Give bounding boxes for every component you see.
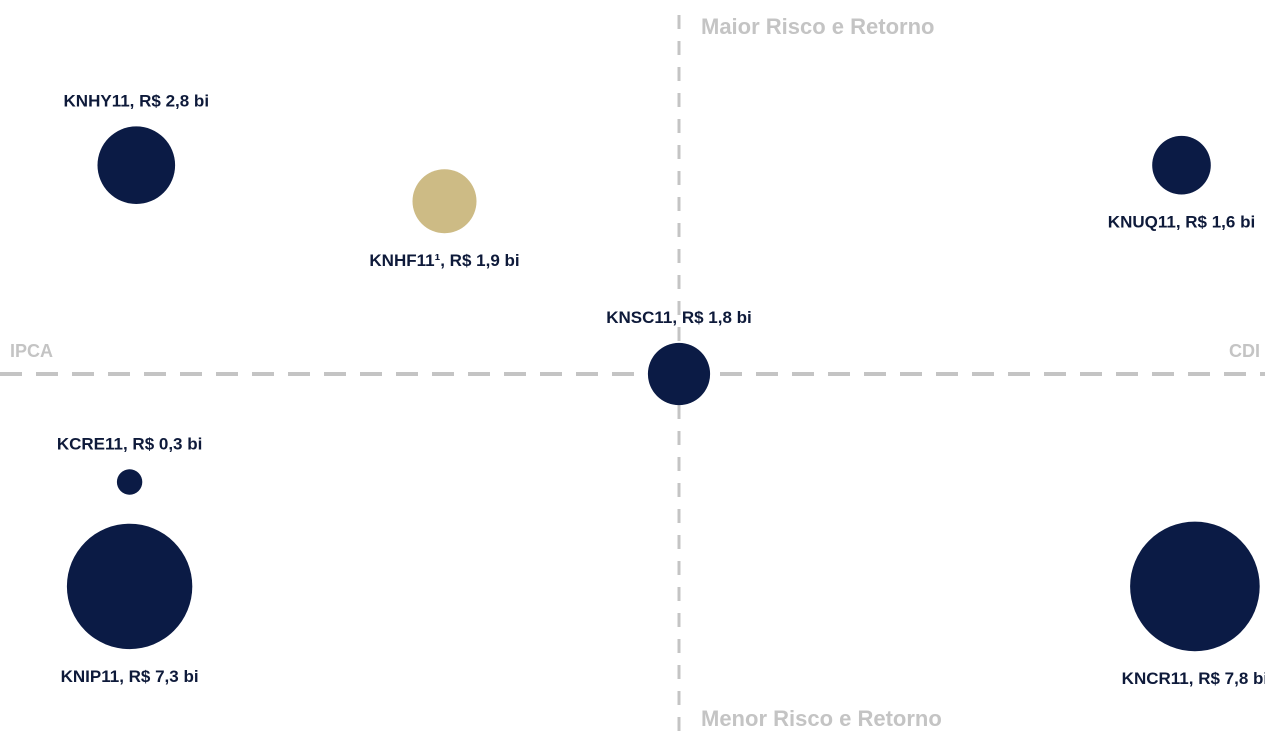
bubble-label-knuq11: KNUQ11, R$ 1,6 bi [1108,213,1255,232]
bubble-label-knip11: KNIP11, R$ 7,3 bi [61,667,199,686]
axis-label-top: Maior Risco e Retorno [701,14,934,39]
bubble-label-knhy11: KNHY11, R$ 2,8 bi [64,91,210,110]
axis-label-right: CDI [1229,341,1260,361]
bubble-knsc11 [647,342,711,406]
bubbles-group [66,126,1260,652]
bubble-labels-group: KNHY11, R$ 2,8 bi KNHF11¹, R$ 1,9 bi KNUQ1… [57,91,1265,688]
bubble-knuq11 [1152,135,1211,195]
axis-label-bottom: Menor Risco e Retorno [701,706,942,731]
bubble-knhy11 [97,126,176,204]
bubble-label-knsc11: KNSC11, R$ 1,8 bi [606,308,752,327]
axis-label-left: IPCA [10,341,53,361]
bubble-label-kncr11: KNCR11, R$ 7,8 bi [1122,669,1265,688]
bubble-kncr11 [1130,521,1260,652]
bubble-label-knhf11: KNHF11¹, R$ 1,9 bi [369,251,519,270]
bubble-knip11 [66,523,193,650]
bubble-kcre11 [116,469,143,495]
bubble-label-kcre11: KCRE11, R$ 0,3 bi [57,434,203,453]
bubble-knhf11 [412,169,477,234]
